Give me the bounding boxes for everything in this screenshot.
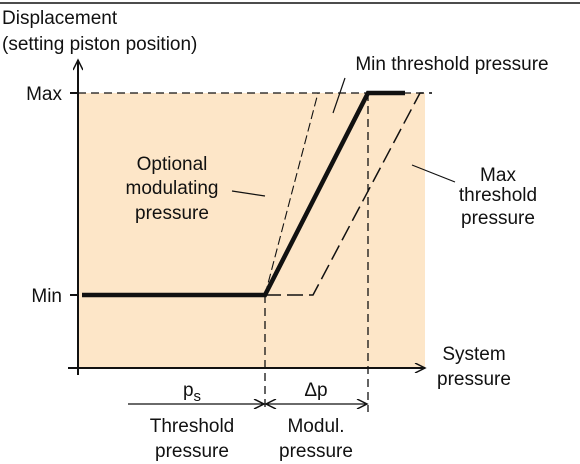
x-axis-label: System — [442, 344, 505, 365]
curve-label: threshold — [459, 185, 537, 206]
y-axis-label: (setting piston position) — [2, 34, 197, 55]
x-axis-label: pressure — [437, 369, 511, 390]
curve-label: Max — [480, 165, 516, 186]
max-threshold-curve — [265, 92, 432, 296]
curve-label: pressure — [135, 203, 209, 224]
dp-symbol: Δp — [304, 380, 327, 401]
curve-label: Min threshold pressure — [355, 54, 548, 75]
max-label: Max — [26, 84, 62, 105]
min-label: Min — [31, 286, 62, 307]
y-axis-label: Displacement — [2, 8, 118, 29]
min-threshold-curve — [82, 90, 405, 298]
dimension-caption: pressure — [155, 441, 229, 462]
ps-symbol: ps — [183, 380, 201, 405]
curve-label: pressure — [461, 208, 535, 229]
optional-curve — [264, 92, 319, 296]
dimension-caption: Threshold — [150, 416, 235, 437]
operating-area — [78, 93, 425, 368]
curve-label: Optional — [137, 154, 208, 175]
curve-label: modulating — [126, 178, 219, 199]
leader — [332, 77, 346, 114]
leader — [231, 190, 266, 197]
dimension-caption: pressure — [279, 441, 353, 462]
dimension-caption: Modul. — [287, 416, 344, 437]
leader — [411, 164, 456, 183]
